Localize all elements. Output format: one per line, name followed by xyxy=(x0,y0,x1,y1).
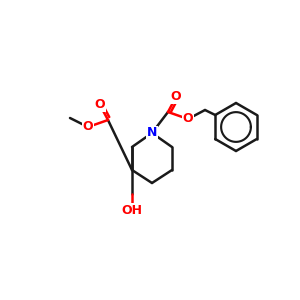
Text: N: N xyxy=(147,127,157,140)
Text: O: O xyxy=(183,112,193,125)
Text: OH: OH xyxy=(122,203,142,217)
Text: O: O xyxy=(95,98,105,112)
Text: O: O xyxy=(83,121,93,134)
Text: O: O xyxy=(171,91,181,103)
